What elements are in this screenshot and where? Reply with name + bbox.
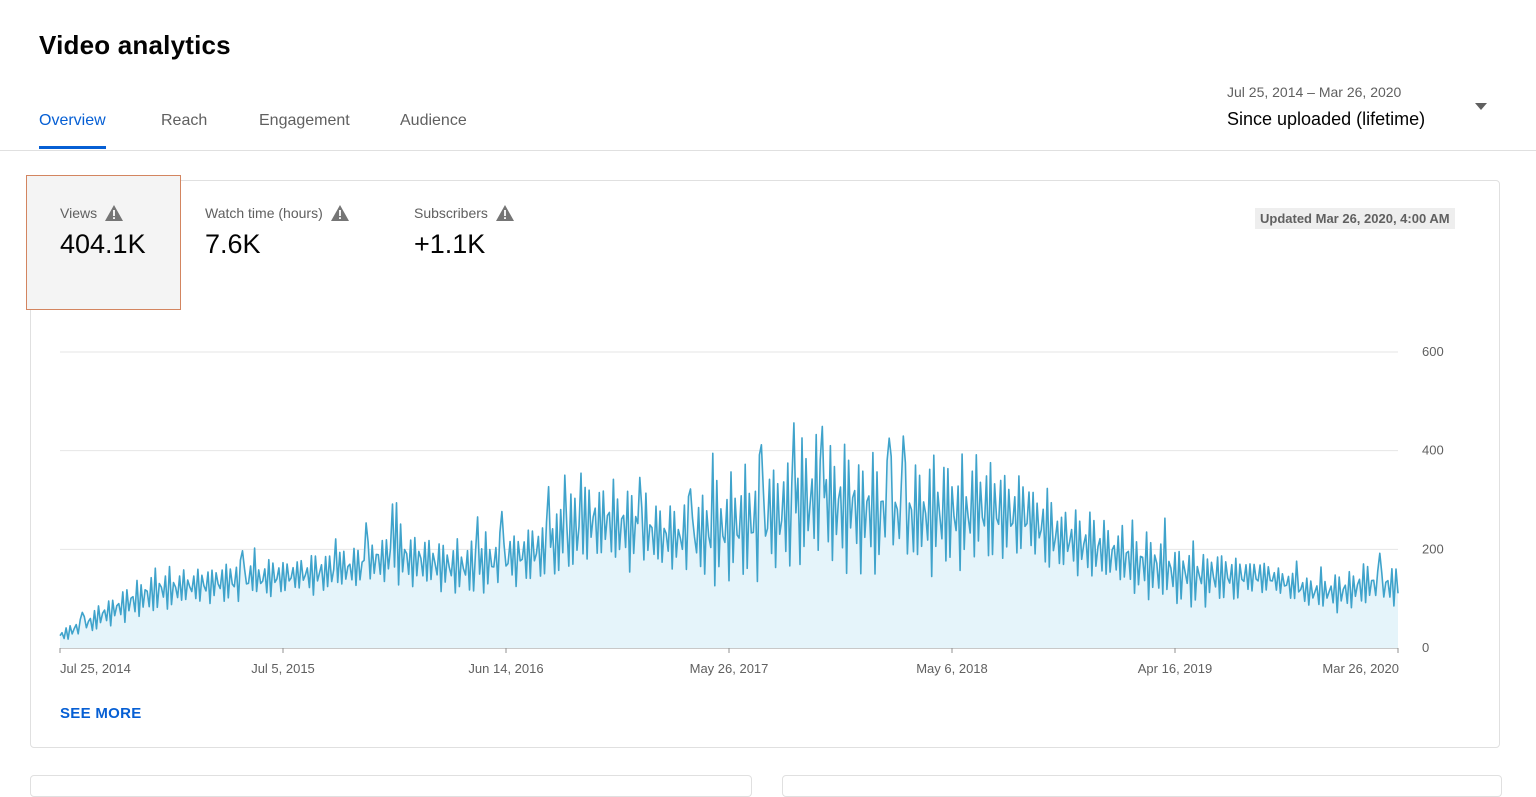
tab-bar: Overview Reach Engagement Audience xyxy=(0,100,1536,151)
metric-value: 404.1K xyxy=(60,229,146,259)
warning-icon xyxy=(330,205,349,221)
x-tick-label: May 6, 2018 xyxy=(916,661,988,676)
warning-icon xyxy=(105,205,124,221)
tab-audience[interactable]: Audience xyxy=(400,112,467,129)
metric-value: +1.1K xyxy=(414,229,486,259)
x-tick-label: Mar 26, 2020 xyxy=(1322,661,1399,676)
metric-views[interactable]: Views 404.1K xyxy=(26,175,181,310)
tab-reach[interactable]: Reach xyxy=(161,112,208,129)
x-tick-label: Jun 14, 2016 xyxy=(468,661,543,676)
tab-engagement[interactable]: Engagement xyxy=(259,112,350,129)
x-tick-label: Apr 16, 2019 xyxy=(1138,661,1212,676)
x-tick-label: May 26, 2017 xyxy=(690,661,769,676)
metric-label: Views xyxy=(60,205,98,221)
see-more-link[interactable]: SEE MORE xyxy=(60,705,142,722)
x-tick-label: Jul 5, 2015 xyxy=(251,661,315,676)
active-tab-indicator xyxy=(39,146,106,149)
tab-overview[interactable]: Overview xyxy=(39,112,106,129)
views-chart: 0 200 400 600 Jul 25, 2014 Jul 5, 2015 Jun 14,… xyxy=(59,344,1444,676)
dropdown-arrow-icon[interactable] xyxy=(1475,103,1487,110)
updated-timestamp: Updated Mar 26, 2020, 4:00 AM xyxy=(1255,208,1455,229)
bottom-card-right xyxy=(782,775,1502,797)
y-tick-label: 400 xyxy=(1422,443,1444,458)
y-tick-label: 0 xyxy=(1422,640,1429,655)
metric-subscribers[interactable]: Subscribers +1.1K xyxy=(414,205,514,260)
y-tick-label: 600 xyxy=(1422,344,1444,359)
views-line xyxy=(59,422,1399,640)
y-tick-label: 200 xyxy=(1422,541,1444,556)
date-range-selector[interactable]: Since uploaded (lifetime) xyxy=(1227,109,1426,129)
metric-label: Subscribers xyxy=(414,205,488,221)
metric-value: 7.6K xyxy=(205,229,261,259)
metric-watch-time[interactable]: Watch time (hours) 7.6K xyxy=(205,205,349,260)
views-area xyxy=(60,422,1398,648)
warning-icon xyxy=(495,205,514,221)
date-range-text: Jul 25, 2014 – Mar 26, 2020 xyxy=(1227,84,1402,100)
metric-label: Watch time (hours) xyxy=(205,205,323,221)
bottom-card-left xyxy=(30,775,752,797)
overview-card xyxy=(30,180,1500,748)
page-title: Video analytics xyxy=(39,30,231,60)
x-tick-label: Jul 25, 2014 xyxy=(60,661,131,676)
